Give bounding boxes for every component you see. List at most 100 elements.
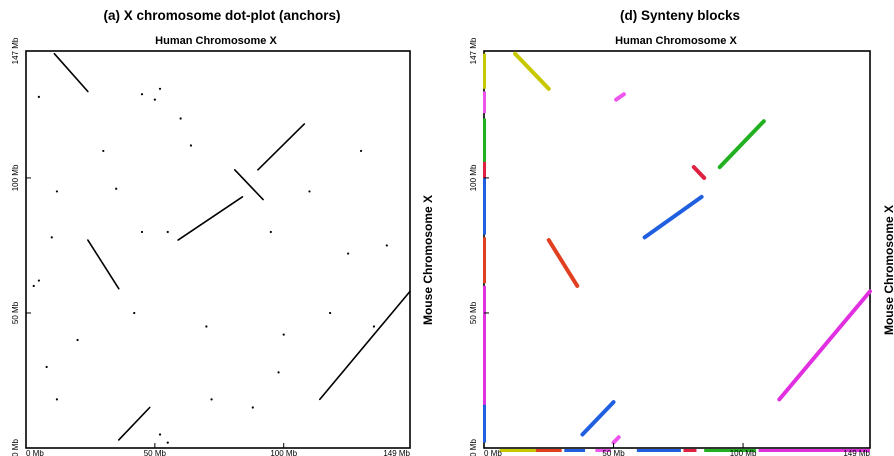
- plot-frame: [25, 50, 411, 449]
- anchor-segment: [318, 290, 411, 401]
- y-track-segment: [483, 91, 486, 114]
- y-axis-label: Mouse Chromosome X: [421, 195, 435, 325]
- y-track-segment: [483, 285, 486, 408]
- chart-title: (d) Synteny blocks: [620, 8, 740, 23]
- anchor-point: [269, 230, 272, 234]
- synteny-block: [580, 400, 616, 437]
- x-tick-label: 50 Mb: [144, 449, 167, 456]
- panel-synteny: (d) Synteny blocks Human Chromosome X Mo…: [469, 8, 894, 456]
- synteny-block: [513, 51, 551, 91]
- anchor-point: [210, 398, 213, 401]
- anchor-point: [372, 325, 376, 328]
- anchor-point: [359, 149, 363, 153]
- anchor-segments: [53, 52, 411, 441]
- x-tick-label: 100 Mb: [730, 449, 757, 456]
- y-tick-label: 147 Mb: [469, 37, 478, 64]
- y-tick-label: 147 Mb: [11, 37, 20, 64]
- anchor-point: [55, 190, 59, 193]
- x-tick-label: 0 Mb: [484, 449, 502, 456]
- anchor-segment: [233, 169, 264, 201]
- x-track-segment: [704, 449, 757, 452]
- y-tick-label: 50 Mb: [469, 301, 478, 324]
- x-track-segment: [758, 449, 870, 452]
- anchor-point: [133, 311, 136, 315]
- anchor-point: [166, 230, 169, 234]
- y-tick-labels: 0 Mb 50 Mb 100 Mb 147 Mb: [469, 37, 489, 456]
- x-track: [499, 449, 870, 452]
- anchor-segment: [117, 406, 151, 441]
- y-axis-label: Mouse Chromosome X: [882, 205, 894, 335]
- x-track-segment: [499, 449, 536, 452]
- x-tick-labels: 0 Mb 50 Mb 100 Mb 149 Mb: [483, 443, 871, 456]
- y-track-segment: [483, 53, 486, 89]
- anchor-segment: [87, 239, 120, 290]
- anchor-segment: [53, 52, 89, 93]
- anchor-points: [32, 87, 388, 444]
- y-tick-label: 0 Mb: [469, 439, 478, 456]
- anchor-point: [45, 365, 48, 369]
- x-axis-label: Human Chromosome X: [155, 35, 277, 47]
- anchor-point: [347, 252, 350, 255]
- x-tick-label: 149 Mb: [843, 449, 870, 456]
- synteny-block: [546, 238, 580, 288]
- x-track-segment: [636, 449, 681, 452]
- anchor-point: [277, 371, 280, 374]
- panel-dotplot: (a) X chromosome dot-plot (anchors) Huma…: [11, 8, 435, 456]
- anchor-segment: [257, 123, 306, 171]
- x-track-segment: [683, 449, 697, 452]
- x-track-segment: [564, 449, 586, 452]
- y-tick-labels: 0 Mb 50 Mb 100 Mb 147 Mb: [11, 37, 31, 456]
- synteny-block: [614, 92, 626, 102]
- y-tick-label: 100 Mb: [11, 164, 20, 191]
- y-track: [483, 53, 486, 443]
- anchor-point: [308, 190, 311, 193]
- x-tick-label: 149 Mb: [383, 449, 410, 456]
- anchor-point: [76, 338, 79, 342]
- anchor-point: [32, 284, 35, 288]
- x-track-segment: [595, 449, 611, 452]
- y-tick-label: 0 Mb: [11, 439, 20, 456]
- y-tick-label: 50 Mb: [11, 301, 20, 324]
- x-tick-label: 50 Mb: [602, 449, 625, 456]
- anchor-point: [179, 117, 182, 120]
- anchor-point: [50, 236, 53, 239]
- y-tick-label: 100 Mb: [469, 164, 478, 191]
- synteny-block: [777, 289, 872, 402]
- x-track-segment: [535, 449, 562, 452]
- x-tick-label: 100 Mb: [270, 449, 297, 456]
- anchor-point: [37, 279, 40, 282]
- anchor-point: [140, 230, 144, 234]
- synteny-block: [691, 165, 707, 180]
- anchor-point: [140, 93, 144, 96]
- x-tick-labels: 0 Mb 50 Mb 100 Mb 149 Mb: [25, 443, 411, 456]
- y-track-segment: [483, 237, 486, 284]
- anchor-point: [385, 244, 388, 247]
- anchor-segment: [177, 196, 244, 241]
- y-track-segment: [483, 404, 486, 443]
- anchor-point: [189, 144, 193, 147]
- x-tick-label: 0 Mb: [26, 449, 44, 456]
- y-track-segment: [483, 177, 486, 235]
- anchor-point: [158, 87, 162, 90]
- anchor-point: [329, 311, 332, 315]
- plot-frame: [483, 50, 871, 449]
- anchor-point: [282, 333, 285, 336]
- anchor-point: [115, 187, 118, 190]
- anchor-point: [251, 406, 254, 409]
- anchor-point: [166, 441, 169, 444]
- anchor-point: [37, 95, 40, 99]
- synteny-blocks: [513, 51, 872, 445]
- chart-title: (a) X chromosome dot-plot (anchors): [103, 8, 340, 23]
- y-track-segment: [483, 118, 486, 162]
- x-axis-label: Human Chromosome X: [615, 35, 737, 47]
- synteny-block: [717, 119, 766, 170]
- anchor-point: [102, 149, 105, 153]
- anchor-point: [158, 433, 162, 436]
- anchor-point: [55, 398, 59, 401]
- anchor-point: [205, 325, 208, 328]
- anchor-point: [153, 98, 156, 101]
- y-track-segment: [483, 161, 486, 178]
- synteny-block: [611, 435, 621, 445]
- synteny-block: [642, 194, 704, 240]
